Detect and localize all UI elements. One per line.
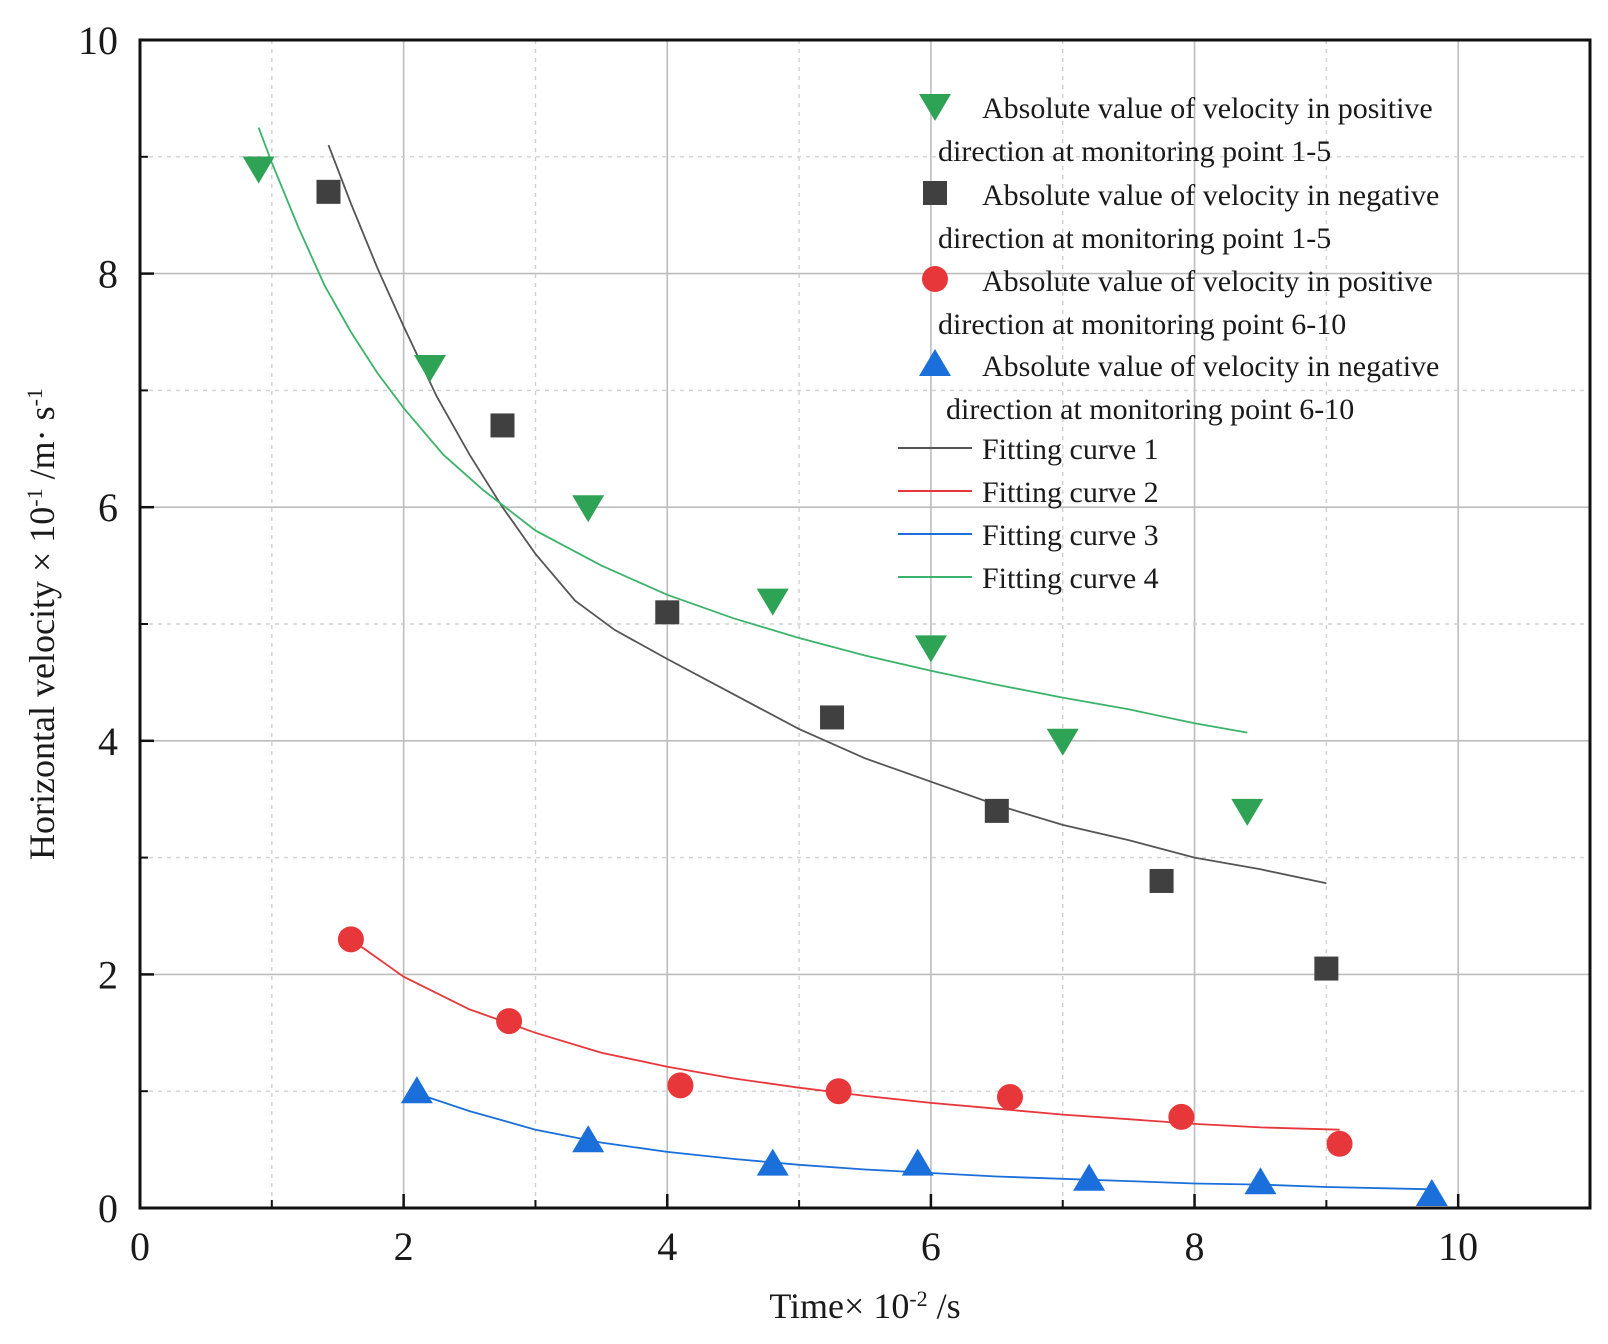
legend-label-line-2: direction at monitoring point 6-10 (938, 308, 1346, 341)
legend-label-line-1: Absolute value of velocity in positive (982, 92, 1433, 125)
y-tick-label: 6 (98, 485, 118, 530)
x-tick-label: 10 (1438, 1224, 1478, 1269)
series-4-point (1073, 1163, 1106, 1191)
series-3-point (825, 1078, 852, 1105)
series-1-point (1231, 798, 1264, 826)
axes: 0 2 4 6 8 10 0 2 4 6 8 10 (78, 18, 1592, 1269)
series-4-point (1244, 1167, 1277, 1195)
series-1-point (242, 156, 275, 184)
title-part: /m· s (22, 406, 62, 488)
legend-fit-label: Fitting curve 2 (982, 476, 1159, 509)
series-4-point (756, 1148, 789, 1176)
legend: Absolute value of velocity in positive di… (898, 92, 1439, 595)
fitting-curve-1 (327, 144, 1327, 885)
legend-fit-label: Fitting curve 1 (982, 433, 1159, 466)
series-1-point (572, 495, 605, 523)
y-tick-label: 8 (98, 252, 118, 297)
series-2-point (490, 413, 515, 438)
series-3-point (1326, 1130, 1353, 1157)
series-1-point (1046, 728, 1079, 756)
series-3-point (337, 926, 364, 953)
title-part: /s (928, 1286, 961, 1326)
x-tick-label: 0 (130, 1224, 150, 1269)
title-part: Horizontal velocity × 10 (22, 507, 62, 860)
legend-label-line-1: Absolute value of velocity in negative (982, 350, 1439, 383)
fitting-curve-3 (416, 1092, 1432, 1191)
series-2-point (655, 600, 680, 625)
legend-marker-4 (919, 349, 951, 376)
data-points (242, 156, 1448, 1206)
series-4-point (400, 1076, 433, 1104)
legend-label-line-2: direction at monitoring point 1-5 (938, 222, 1331, 255)
series-2-point (1149, 868, 1174, 893)
title-part: Time× 10 (769, 1286, 909, 1326)
series-2-point (984, 798, 1009, 823)
y-tick-label: 10 (78, 18, 118, 63)
series-3-point (1168, 1103, 1195, 1130)
series-1-point (914, 635, 947, 663)
series-3-point (496, 1008, 523, 1035)
legend-fit-label: Fitting curve 3 (982, 519, 1159, 552)
legend-label-line-2: direction at monitoring point 1-5 (938, 135, 1331, 168)
legend-label-line-1: Absolute value of velocity in positive (982, 265, 1433, 298)
legend-label-line-1: Absolute value of velocity in negative (982, 179, 1439, 212)
fitting-curve-4 (257, 127, 1248, 734)
superscript: -1 (22, 488, 47, 506)
y-axis-title: Horizontal velocity × 10-1 /m· s-1 (22, 388, 63, 860)
x-tick-label: 8 (1185, 1224, 1205, 1269)
y-tick-label: 0 (98, 1186, 118, 1231)
series-1-point (756, 588, 789, 616)
x-tick-label: 4 (657, 1224, 677, 1269)
series-3-point (997, 1084, 1023, 1111)
legend-marker-1 (919, 94, 951, 121)
y-tick-label: 4 (98, 719, 118, 764)
series-2-point (820, 705, 845, 730)
legend-label-line-2: direction at monitoring point 6-10 (946, 393, 1354, 426)
legend-fit-label: Fitting curve 4 (982, 562, 1159, 595)
series-2-point (316, 179, 341, 204)
superscript: -1 (22, 388, 47, 406)
series-3-point (667, 1072, 694, 1099)
series-2-point (1314, 956, 1339, 981)
series-1-point (414, 355, 446, 383)
series-4-point (901, 1148, 934, 1176)
superscript: -2 (909, 1286, 927, 1311)
x-tick-label: 6 (921, 1224, 941, 1269)
series-4-point (1415, 1178, 1448, 1206)
legend-marker-3 (922, 266, 948, 292)
legend-marker-2 (923, 181, 947, 205)
x-tick-label: 2 (394, 1224, 414, 1269)
axis-titles: Time× 10-2 /s Horizontal velocity × 10-1 … (22, 388, 961, 1326)
series-4-point (572, 1125, 605, 1153)
y-tick-label: 2 (98, 952, 118, 997)
grid (140, 40, 1590, 1208)
x-axis-title: Time× 10-2 /s (769, 1286, 960, 1327)
